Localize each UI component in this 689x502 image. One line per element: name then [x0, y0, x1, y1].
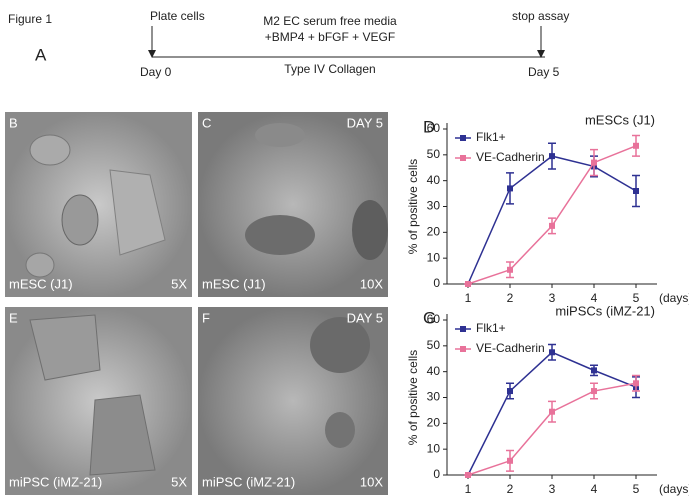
timeline-text: Type IV Collagen: [284, 62, 375, 76]
sample-label: miPSC (iMZ-21): [202, 474, 295, 489]
arrow-head: [537, 50, 545, 58]
x-tick-label: 3: [549, 482, 556, 496]
panel-letter: E: [9, 310, 18, 325]
legend-marker: [460, 326, 466, 332]
x-tick-label: 5: [633, 291, 640, 305]
marker: [465, 472, 471, 478]
arrow-head: [148, 50, 156, 58]
timeline-text: Day 5: [528, 65, 560, 79]
marker: [633, 380, 639, 387]
y-tick-label: 60: [427, 121, 441, 135]
panel-letter: B: [9, 115, 18, 130]
marker: [633, 142, 639, 149]
y-tick-label: 0: [433, 276, 440, 290]
panel-letter: F: [202, 310, 210, 325]
marker: [591, 367, 597, 374]
timeline-text: M2 EC serum free media: [263, 14, 397, 28]
y-tick-label: 10: [427, 441, 441, 455]
micrograph: [198, 307, 388, 495]
timeline-text: +BMP4 + bFGF + VEGF: [265, 30, 395, 44]
marker: [549, 222, 555, 229]
chart-title: mESCs (J1): [585, 112, 655, 127]
marker: [591, 159, 597, 166]
legend-label: Flk1+: [476, 321, 506, 335]
marker: [549, 153, 555, 160]
marker: [507, 185, 513, 192]
timeline-text: Plate cells: [150, 9, 205, 23]
y-tick-label: 50: [427, 147, 441, 161]
y-tick-label: 30: [427, 199, 441, 213]
y-tick-label: 0: [433, 467, 440, 481]
x-axis-label: (days): [659, 482, 689, 496]
y-tick-label: 40: [427, 364, 441, 378]
micrograph: [5, 307, 192, 495]
x-tick-label: 1: [465, 482, 472, 496]
timeline-text: stop assay: [512, 9, 569, 23]
figure-label: Figure 1: [8, 12, 52, 26]
series-line: [467, 382, 637, 476]
day-label: DAY 5: [347, 310, 383, 325]
legend-label: VE-Cadherin: [476, 341, 545, 355]
micrograph: [5, 112, 192, 297]
panel-letter: D: [423, 117, 435, 136]
magnification: 5X: [171, 276, 187, 291]
panel-letter: G: [423, 308, 436, 327]
y-tick-label: 20: [427, 225, 441, 239]
marker: [465, 281, 471, 287]
y-tick-label: 60: [427, 312, 441, 326]
magnification: 10X: [360, 474, 383, 489]
y-axis-label: % of positive cells: [406, 350, 420, 445]
x-tick-label: 2: [507, 482, 514, 496]
legend-label: Flk1+: [476, 130, 506, 144]
x-tick-label: 1: [465, 291, 472, 305]
sample-label: mESC (J1): [202, 276, 266, 291]
panel-letter: C: [202, 115, 211, 130]
y-tick-label: 40: [427, 173, 441, 187]
legend-marker: [460, 135, 466, 141]
panel-letter: A: [35, 45, 47, 64]
marker: [591, 388, 597, 395]
sample-label: miPSC (iMZ-21): [9, 474, 102, 489]
x-tick-label: 2: [507, 291, 514, 305]
y-tick-label: 50: [427, 338, 441, 352]
legend-label: VE-Cadherin: [476, 150, 545, 164]
magnification: 10X: [360, 276, 383, 291]
y-tick-label: 10: [427, 250, 441, 264]
sample-label: mESC (J1): [9, 276, 73, 291]
marker: [507, 457, 513, 464]
marker: [633, 188, 639, 194]
day-label: DAY 5: [347, 115, 383, 130]
x-tick-label: 4: [591, 482, 598, 496]
timeline-text: Day 0: [140, 65, 172, 79]
micrograph: [198, 112, 388, 297]
chart-title: miPSCs (iMZ-21): [555, 303, 655, 318]
marker: [549, 408, 555, 415]
x-tick-label: 4: [591, 291, 598, 305]
x-tick-label: 5: [633, 482, 640, 496]
x-axis-label: (days): [659, 291, 689, 305]
y-axis-label: % of positive cells: [406, 159, 420, 254]
marker: [549, 349, 555, 356]
magnification: 5X: [171, 474, 187, 489]
x-tick-label: 3: [549, 291, 556, 305]
legend-marker: [460, 346, 466, 352]
y-tick-label: 20: [427, 416, 441, 430]
legend-marker: [460, 155, 466, 161]
marker: [507, 388, 513, 395]
y-tick-label: 30: [427, 390, 441, 404]
marker: [507, 266, 513, 273]
